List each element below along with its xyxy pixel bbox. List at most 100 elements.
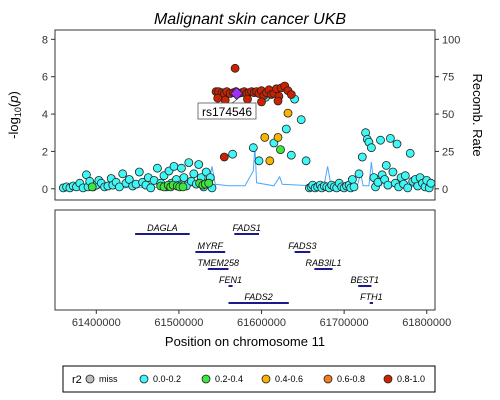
- snp-point-r2-0.8-1.0: [213, 93, 223, 103]
- left-y-tick-label: 8: [42, 34, 48, 46]
- snp-point-r2-0.4-0.6: [273, 132, 283, 142]
- snp-point-r2-0.0-0.2: [392, 139, 402, 149]
- snp-point-r2-0.0-0.2: [228, 149, 238, 159]
- snp-points: [58, 63, 436, 193]
- snp-point-r2-0.0-0.2: [189, 169, 199, 179]
- gene-tmem258-label: TMEM258: [197, 258, 239, 268]
- association-panel: [54, 29, 436, 201]
- right-y-tick-label: 50: [442, 109, 454, 121]
- snp-point-r2-0.0-0.2: [254, 156, 264, 166]
- legend-items: miss 0.0-0.2 0.2-0.4 0.4-0.6 0.6-0.8 0.8-1.0: [85, 374, 425, 384]
- gene-fads1-label: FADS1: [233, 223, 261, 233]
- gene-dagla-label: DAGLA: [147, 223, 178, 233]
- snp-point-r2-0.0-0.2: [405, 148, 415, 158]
- snp-point-r2-0.0-0.2: [383, 180, 393, 190]
- x-axis: 61400000 61500000 61600000 61700000 61800000: [72, 310, 451, 329]
- snp-point-r2-0.0-0.2: [400, 171, 410, 181]
- x-tick-label: 61600000: [237, 317, 286, 329]
- snp-point-r2-0.0-0.2: [179, 173, 189, 183]
- snp-point-r2-0.0-0.2: [286, 150, 296, 160]
- snp-point-r2-0.0-0.2: [381, 160, 391, 170]
- snp-point-r2-0.0-0.2: [366, 143, 376, 153]
- recombination-rate-line: [59, 146, 431, 189]
- snp-point-r2-0.2-0.4: [87, 182, 97, 192]
- snp-point-r2-0.8-1.0: [230, 63, 240, 73]
- snp-point-r2-0.0-0.2: [152, 163, 162, 173]
- snp-point-r2-0.0-0.2: [176, 163, 186, 173]
- snp-point-r2-0.0-0.2: [248, 143, 258, 153]
- legend-label: 0.8-1.0: [397, 374, 425, 384]
- legend-label: 0.2-0.4: [215, 374, 243, 384]
- x-tick-label: 61500000: [154, 317, 203, 329]
- snp-point-r2-0.0-0.2: [301, 156, 311, 166]
- gene-fth1-label: FTH1: [360, 292, 383, 302]
- legend-swatch: [383, 374, 393, 384]
- snp-point-r2-0.0-0.2: [118, 169, 128, 179]
- snp-point-r2-0.0-0.2: [354, 169, 364, 179]
- right-y-tick-label: 75: [442, 72, 454, 84]
- snp-point-r2-0.0-0.2: [388, 167, 398, 177]
- x-tick-label: 61800000: [402, 317, 451, 329]
- x-axis-label: Position on chromosome 11: [165, 334, 325, 349]
- snp-point-r2-0.4-0.6: [260, 132, 270, 142]
- lead-snp-label: rs174546: [202, 105, 252, 119]
- gene-fen1-label: FEN1: [219, 275, 242, 285]
- snp-point-r2-0.0-0.2: [146, 183, 156, 193]
- snp-point-r2-0.8-1.0: [243, 94, 252, 104]
- snp-point-r2-0.0-0.2: [347, 175, 357, 184]
- legend-label: 0.4-0.6: [275, 374, 303, 384]
- chart-title: Malignant skin cancer UKB: [154, 11, 346, 28]
- x-tick-label: 61400000: [72, 317, 121, 329]
- gene-best1-label: BEST1: [351, 275, 380, 285]
- left-y-axis-label: -log10(p): [6, 91, 23, 139]
- left-y-tick-label: 6: [42, 72, 48, 84]
- left-y-tick-label: 4: [42, 109, 48, 121]
- x-tick-label: 61700000: [320, 317, 369, 329]
- snp-point-r2-0.0-0.2: [134, 167, 144, 177]
- snp-point-r2-0.4-0.6: [265, 156, 275, 166]
- snp-point-r2-0.0-0.2: [115, 182, 124, 192]
- legend-swatch: [139, 374, 149, 384]
- legend-label: miss: [99, 374, 118, 384]
- snp-point-r2-0.0-0.2: [376, 135, 385, 145]
- gene-fads2-label: FADS2: [244, 292, 272, 302]
- snp-point-r2-0.0-0.2: [385, 133, 395, 143]
- snp-point-r2-0.2-0.4: [178, 182, 188, 192]
- legend-swatch: [323, 374, 333, 384]
- snp-point-r2-0.8-1.0: [257, 97, 266, 107]
- right-y-axis-label: Recomb. Rate: [470, 73, 485, 156]
- right-y-tick-label: 100: [442, 34, 460, 46]
- snp-point-r2-0.0-0.2: [184, 158, 194, 168]
- snp-point-r2-0.0-0.2: [357, 152, 367, 162]
- right-y-axis: 0 25 50 75 100: [435, 34, 460, 196]
- lead-snp: rs174546: [197, 86, 257, 120]
- gene-tracks: DAGLA FADS1 MYRF FADS3 TMEM258 RAB3IL1 FEN1 BES…: [135, 223, 383, 304]
- legend-box: [62, 365, 436, 393]
- legend-label: 0.0-0.2: [153, 374, 181, 384]
- left-y-tick-label: 2: [42, 146, 48, 158]
- lead-snp-label-box: [197, 102, 257, 120]
- right-y-tick-label: 0: [442, 184, 448, 196]
- snp-point-r2-0.0-0.2: [426, 178, 436, 188]
- snp-point-r2-0.2-0.4: [276, 145, 285, 155]
- snp-point-r2-0.0-0.2: [403, 183, 413, 193]
- snp-point-r2-0.8-1.0: [273, 96, 283, 106]
- right-y-tick-label: 25: [442, 146, 454, 158]
- snp-point-r2-0.0-0.2: [296, 115, 306, 125]
- gene-rab3il1-label: RAB3IL1: [305, 258, 341, 268]
- snp-point-r2-0.8-1.0: [219, 152, 229, 162]
- legend-swatch: [261, 374, 271, 384]
- snp-point-r2-0.0-0.2: [169, 161, 179, 171]
- gene-myrf-label: MYRF: [198, 241, 224, 251]
- snp-point-r2-0.2-0.4: [204, 178, 214, 188]
- legend-title: r2: [72, 374, 82, 386]
- gene-fads3-label: FADS3: [288, 241, 316, 251]
- legend-label: 0.6-0.8: [337, 374, 365, 384]
- left-y-tick-label: 0: [42, 184, 48, 196]
- legend-swatch: [85, 374, 95, 384]
- legend-swatch: [201, 374, 211, 384]
- snp-point-r2-0.4-0.6: [283, 108, 293, 118]
- snp-point-r2-0.8-1.0: [286, 90, 296, 99]
- snp-point-r2-0.0-0.2: [281, 124, 291, 134]
